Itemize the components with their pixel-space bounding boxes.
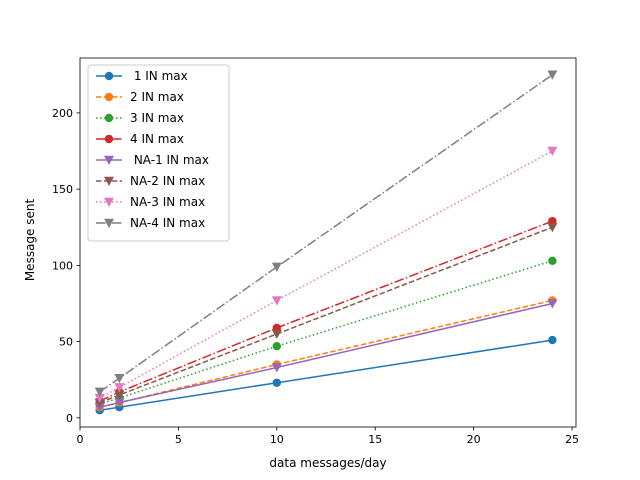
legend-label: NA-1 IN max	[130, 153, 209, 167]
data-point	[547, 299, 558, 309]
x-tick-label: 15	[368, 433, 382, 446]
series-7	[94, 146, 558, 404]
plot-area	[94, 70, 558, 415]
x-axis-label: data messages/day	[269, 456, 386, 470]
y-tick-label: 200	[52, 107, 73, 120]
legend-marker	[104, 218, 114, 228]
legend-label: 1 IN max	[130, 69, 188, 83]
legend-entry-2: 2 IN max	[96, 90, 184, 104]
x-tick-label: 0	[77, 433, 84, 446]
legend-box	[87, 64, 230, 242]
data-point	[114, 398, 125, 408]
data-point	[271, 329, 282, 339]
legend-label: NA-4 IN max	[130, 216, 205, 230]
legend-label: 4 IN max	[130, 132, 184, 146]
data-point	[548, 256, 557, 265]
legend: 1 IN max 2 IN max 3 IN max 4 IN max NA-1 IN…	[87, 64, 230, 242]
legend-marker	[104, 176, 114, 186]
legend-entry-4: 4 IN max	[96, 132, 184, 146]
y-tick-label: 50	[59, 336, 73, 349]
data-point	[94, 387, 105, 397]
legend-label: NA-2 IN max	[130, 174, 205, 188]
x-tick-label: 5	[175, 433, 182, 446]
legend-marker	[104, 134, 114, 144]
legend-marker	[104, 71, 114, 81]
series-line-4	[99, 220, 553, 402]
legend-marker	[104, 113, 114, 123]
axes: 0 5 10 15 20 25 0 50 100 150 200	[52, 57, 579, 446]
legend-entry-5: NA-1 IN max	[96, 153, 209, 167]
data-point	[547, 146, 558, 157]
legend-entry-6: NA-2 IN max	[96, 174, 205, 188]
series-line-1	[99, 339, 553, 411]
x-tick-label: 10	[270, 433, 284, 446]
data-point	[547, 223, 558, 233]
legend-label: 2 IN max	[130, 90, 184, 104]
series-8	[94, 70, 558, 397]
data-point	[114, 373, 125, 384]
legend-marker	[104, 92, 114, 102]
legend-label: NA-3 IN max	[130, 195, 205, 209]
x-tick-label: 20	[467, 433, 481, 446]
axes-frame	[79, 57, 577, 428]
legend-entry-7: NA-3 IN max	[96, 195, 205, 209]
y-tick-label: 100	[52, 259, 73, 272]
data-point	[94, 393, 105, 404]
data-point	[271, 363, 282, 373]
legend-entry-1: 1 IN max	[96, 69, 188, 83]
data-point	[114, 390, 125, 400]
data-point	[547, 70, 558, 80]
data-point	[271, 296, 282, 306]
legend-entry-8: NA-4 IN max	[96, 216, 205, 230]
series-line-8	[99, 74, 553, 393]
legend-marker	[104, 155, 114, 165]
legend-label: 3 IN max	[130, 111, 184, 125]
series-line-6	[99, 226, 553, 404]
y-tick-label: 0	[66, 412, 73, 425]
data-point	[548, 335, 557, 345]
y-axis-label: Message sent	[23, 199, 37, 282]
legend-entry-3: 3 IN max	[96, 111, 184, 125]
data-point	[272, 378, 282, 387]
series-line-7	[99, 150, 553, 399]
x-tick-label: 25	[565, 433, 579, 446]
data-point	[272, 341, 282, 351]
y-tick-label: 150	[52, 183, 73, 196]
legend-marker	[104, 197, 114, 207]
data-point	[114, 383, 125, 393]
series-line-5	[99, 302, 553, 408]
data-point	[271, 262, 282, 272]
